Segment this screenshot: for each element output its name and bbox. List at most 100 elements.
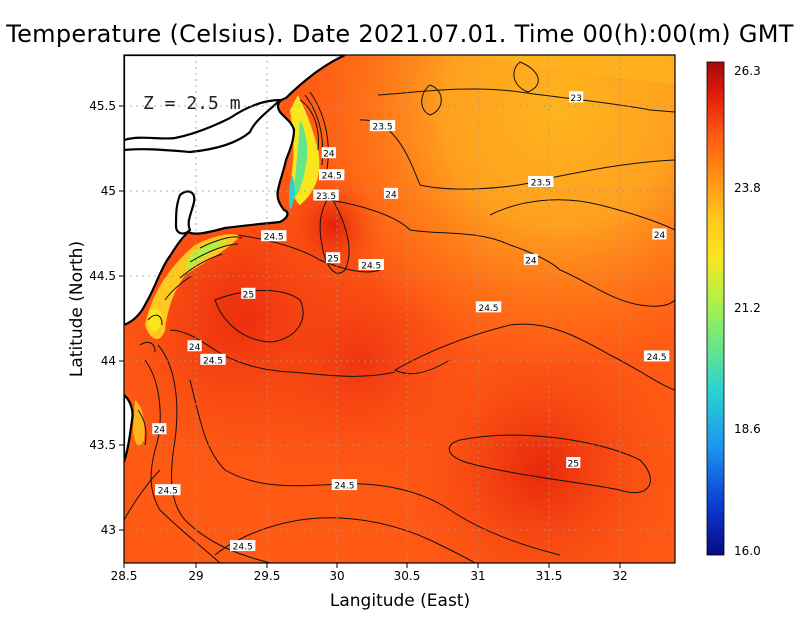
contour-24-east-2 (559, 269, 675, 307)
contour-label-box (331, 479, 358, 491)
y-tick-label: 45.5 (89, 99, 116, 113)
plot-frame (123, 54, 676, 564)
colorbar-tick-label: 23.8 (734, 181, 761, 195)
contour-label: 24 (654, 231, 666, 241)
coastline-lagoon (174, 190, 196, 235)
contour-label-box (383, 187, 399, 199)
contour-label: 24.5 (158, 487, 178, 497)
contour-label-box (566, 457, 581, 469)
contour-upwelling-cluster-west (164, 236, 243, 301)
contour-label: 23.5 (316, 192, 336, 202)
contour-label-box (569, 91, 584, 103)
coastal-upwelling-cold-spot (288, 175, 295, 210)
land-bulgaria-coast (124, 393, 134, 463)
contour-label: 24.5 (647, 353, 667, 363)
colorbar-tick-label: 18.6 (734, 422, 761, 436)
contour-label: 24.5 (264, 233, 284, 243)
contour-label: 24 (189, 343, 201, 353)
contour-23-eddy-2 (513, 61, 539, 93)
contour-label-box (155, 484, 181, 496)
x-tick-label: 29.5 (254, 569, 281, 583)
contour-24-5-coastal (157, 344, 271, 563)
coastal-upwelling-north-core (293, 120, 308, 200)
contour-label-box (152, 423, 167, 435)
contour-label-box (229, 540, 256, 552)
contour-label: 25 (568, 460, 579, 470)
x-tick-label: 28.5 (111, 569, 138, 583)
x-tick-label: 30 (329, 569, 344, 583)
contour-label-box (369, 120, 396, 132)
contour-label: 24.5 (203, 356, 223, 366)
contour-label: 23.5 (531, 179, 551, 189)
contour-25-north (319, 194, 350, 274)
y-tick-label: 43 (101, 523, 116, 537)
contour-label: 23 (570, 94, 581, 104)
contour-label-box (241, 287, 256, 299)
contour-label-box (652, 228, 667, 240)
contour-24-5-central (394, 323, 675, 391)
contour-upwelling-south (137, 409, 147, 446)
colorbar: 26.3 23.8 21.2 18.6 16.0 (706, 61, 761, 558)
contour-label-box (318, 169, 345, 181)
contour-label: 25 (243, 290, 254, 300)
chart-title: Temperature (Celsius). Date 2021.07.01. … (6, 20, 794, 48)
contour-label-box (200, 353, 226, 365)
contour-label-box (325, 252, 341, 264)
contour-label-box (321, 147, 336, 159)
coastal-upwelling-west-core (185, 240, 228, 272)
landmass (124, 55, 346, 463)
contour-label: 24.5 (233, 543, 253, 553)
contour-label: 24 (385, 190, 397, 200)
contour-25-south (448, 434, 651, 494)
contour-label: 24.5 (478, 304, 498, 314)
depth-label: Z = 2.5 m (143, 93, 241, 114)
y-axis-title: Latitude (North) (67, 241, 87, 377)
coastal-upwelling-south (133, 400, 145, 446)
contour-label-box (261, 230, 287, 242)
contour-label: 23.5 (373, 123, 393, 133)
contour-24-southwest (124, 469, 161, 521)
colorbar-gradient (706, 61, 725, 556)
contour-24-5-central-tail (394, 359, 451, 375)
x-axis-title: Langitude (East) (330, 591, 470, 611)
colorbar-tick-label: 21.2 (734, 301, 761, 315)
y-tick-label: 43.5 (89, 438, 116, 452)
x-axis: 28.5 29 29.5 30 30.5 31 31.5 32 Langitud… (111, 563, 628, 611)
y-axis: 43 43.5 44 44.5 45 45.5 Latitude (North) (67, 99, 124, 537)
land-ukraine-romania (124, 55, 346, 327)
colorbar-tick-label: 16.0 (734, 544, 761, 558)
x-tick-label: 32 (612, 569, 627, 583)
contour-label-box (313, 189, 339, 201)
contour-label-box (523, 253, 538, 265)
contour-label-box (528, 176, 554, 187)
contour-label-box (187, 340, 202, 352)
coastline-inner-north (124, 98, 283, 154)
contour-label: 24 (154, 426, 166, 436)
temperature-field (124, 55, 675, 563)
contour-label: 24 (525, 256, 537, 266)
contour-upwelling-cluster-sw (139, 314, 163, 353)
contour-25-west (214, 290, 304, 343)
contour-24-5-southwest (214, 517, 476, 563)
contour-23-eddy (421, 84, 442, 116)
contour-label: 24.5 (361, 261, 381, 271)
contour-label-box (643, 350, 670, 362)
contour-label: 24.5 (334, 482, 354, 492)
x-tick-label: 31 (470, 569, 485, 583)
x-tick-label: 30.5 (394, 569, 421, 583)
y-tick-label: 45 (101, 184, 116, 198)
y-tick-label: 44 (101, 354, 116, 368)
contour-23-5-north (359, 119, 675, 190)
colorbar-tick-label: 26.3 (734, 64, 761, 78)
contour-label: 25 (327, 255, 338, 265)
coastal-upwelling-sw (148, 308, 162, 332)
contour-label-box (475, 301, 502, 313)
contour-24-mid (329, 199, 561, 271)
y-tick-label: 44.5 (89, 269, 116, 283)
contour-24-coastal (144, 359, 221, 563)
contour-label: 24.5 (322, 172, 342, 182)
contour-label: 24 (323, 150, 335, 160)
x-tick-label: 29 (188, 569, 203, 583)
